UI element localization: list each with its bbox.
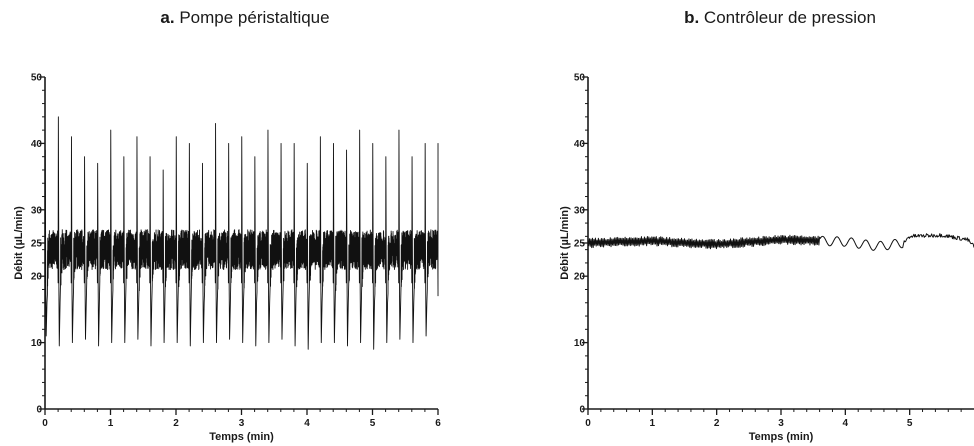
panel-b-x-tick-label: 1 xyxy=(650,418,656,429)
panel-b-y-tick-label: 10 xyxy=(574,338,586,349)
panel-a-y-tick-label: 10 xyxy=(31,338,43,349)
panel-b-y-tick-label: 30 xyxy=(574,205,586,216)
panel-a-x-tick-label: 1 xyxy=(108,418,114,429)
panel-a-chart: 0 10 20 25 30 40 50 0 1 2 3 4 5 6 Temps (min) Débit (µL… xyxy=(13,73,441,444)
panel-a-letter: a. xyxy=(160,8,175,27)
panel-a-x-tick-label: 4 xyxy=(304,418,310,429)
panel-b-x-tick-label: 3 xyxy=(778,418,784,429)
panel-a-y-tick-label: 25 xyxy=(31,239,43,250)
panel-a-x-tick-label: 2 xyxy=(173,418,179,429)
panel-b-y-tick-label: 0 xyxy=(579,405,585,416)
panel-b-x-axis-label: Temps (min) xyxy=(749,431,814,443)
panel-a-x-tick-label: 0 xyxy=(42,418,48,429)
panel-b-x-tick-label: 4 xyxy=(843,418,849,429)
panel-b-y-tick-label: 25 xyxy=(574,239,586,250)
panel-b-x-tick-label: 2 xyxy=(714,418,720,429)
panel-a-title-text: Pompe péristaltique xyxy=(179,8,330,27)
panel-b-letter: b. xyxy=(684,8,700,27)
panel-a-y-tick-label: 0 xyxy=(36,405,42,416)
panel-b-title-text: Contrôleur de pression xyxy=(703,8,876,27)
panel-b-y-tick-label: 50 xyxy=(574,73,586,84)
panel-a-y-tick-label: 20 xyxy=(31,272,43,283)
panel-a-x-tick-label: 3 xyxy=(239,418,245,429)
panel-a-series-line xyxy=(44,116,439,350)
panel-b-y-tick-label: 40 xyxy=(574,139,586,150)
panel-a-x-axis-label: Temps (min) xyxy=(209,431,274,443)
panel-b-series-line xyxy=(587,233,974,251)
panel-b-y-tick-label: 20 xyxy=(574,272,586,283)
panel-a-title: a. Pompe péristaltique xyxy=(45,8,445,28)
panel-a-y-tick-label: 50 xyxy=(31,73,43,84)
panel-b-x-tick-label: 0 xyxy=(585,418,591,429)
panel-a-x-tick-label: 5 xyxy=(370,418,376,429)
panel-b-chart: 0 10 20 25 30 40 50 0 1 2 3 4 5 Temps (min) Débit (µL/… xyxy=(559,73,974,443)
panel-a-y-axis-label: Débit (µL/min) xyxy=(13,206,25,280)
panel-a-y-tick-label: 40 xyxy=(31,139,43,150)
panel-a-x-tick-label: 6 xyxy=(435,418,441,429)
panel-b-title: b. Contrôleur de pression xyxy=(580,8,974,28)
panel-b-y-axis-label: Débit (µL/min) xyxy=(559,206,571,280)
panel-a-y-tick-label: 30 xyxy=(31,205,43,216)
panel-b-x-tick-label: 5 xyxy=(907,418,913,429)
